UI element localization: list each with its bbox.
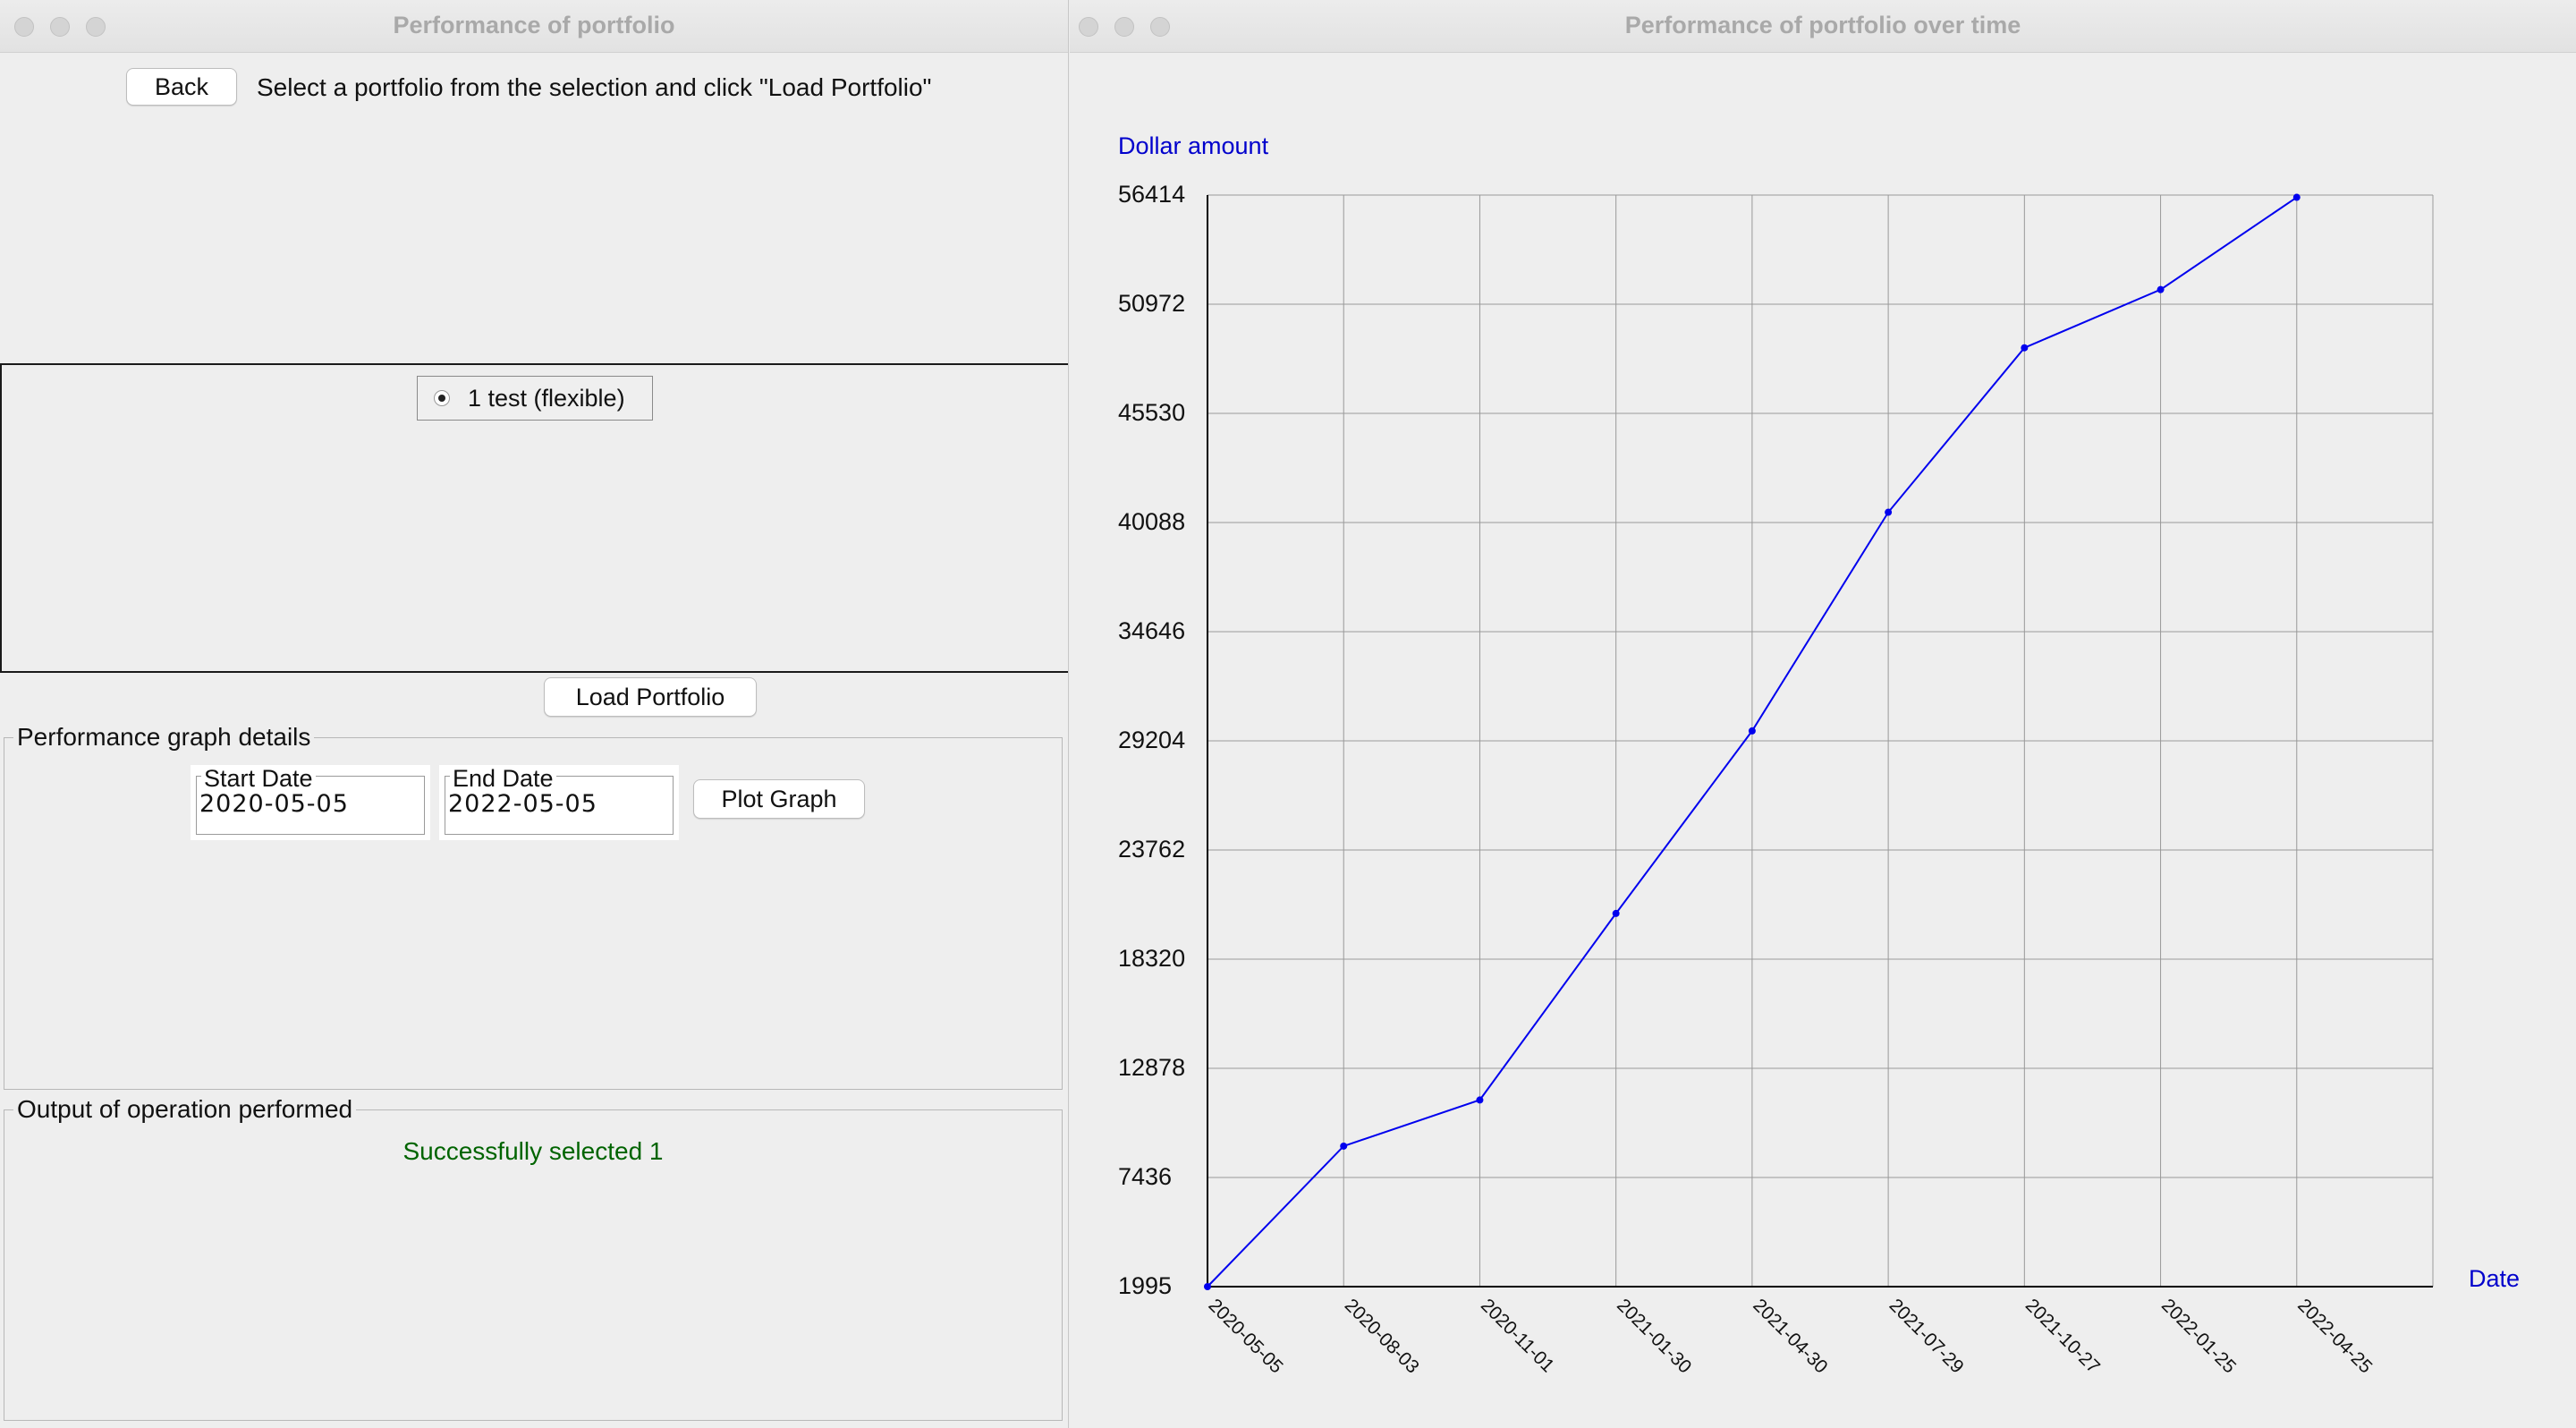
y-tick-label: 34646 [1118, 617, 1185, 644]
minimize-window-button[interactable] [50, 17, 70, 37]
y-tick-label: 7436 [1118, 1163, 1172, 1190]
end-date-input[interactable]: 2022-05-05 [448, 790, 597, 818]
x-tick-label: 2021-01-30 [1613, 1295, 1695, 1377]
x-tick-label: 2020-05-05 [1204, 1295, 1286, 1377]
y-tick-label: 29204 [1118, 727, 1185, 753]
y-tick-label: 50972 [1118, 290, 1185, 317]
instruction-text: Select a portfolio from the selection an… [257, 73, 932, 101]
data-point [2021, 344, 2029, 352]
data-point [1476, 1096, 1484, 1104]
data-point [1340, 1142, 1348, 1150]
load-portfolio-button[interactable]: Load Portfolio [544, 677, 757, 717]
y-axis-title: Dollar amount [1118, 132, 1269, 159]
performance-line-chart: Dollar amount Date 1995 7436 12878 18320 237… [1118, 132, 2520, 1377]
y-tick-label: 40088 [1118, 508, 1185, 535]
portfolio-radio-option[interactable]: 1 test (flexible) [417, 376, 653, 421]
output-legend: Output of operation performed [13, 1095, 357, 1124]
end-date-field[interactable]: End Date 2022-05-05 [439, 765, 679, 840]
x-tick-label: 2021-07-29 [1885, 1295, 1968, 1377]
data-point [1748, 727, 1756, 735]
start-date-field[interactable]: Start Date 2020-05-05 [191, 765, 430, 840]
zoom-window-button[interactable] [86, 17, 106, 37]
end-date-label: End Date [450, 765, 556, 792]
plot-graph-button[interactable]: Plot Graph [693, 779, 865, 819]
x-tick-label: 2021-04-30 [1749, 1295, 1831, 1377]
x-axis-title: Date [2469, 1265, 2520, 1292]
start-date-label: Start Date [201, 765, 316, 792]
output-group: Output of operation performed Successful… [4, 1095, 1063, 1421]
title-bar: Performance of portfolio [0, 0, 1068, 53]
zoom-window-button[interactable] [1150, 17, 1170, 37]
data-point [1204, 1283, 1211, 1290]
title-bar: Performance of portfolio over time [1070, 0, 2576, 53]
graph-details-group: Performance graph details Start Date 202… [4, 723, 1063, 1090]
data-point [1885, 508, 1893, 516]
x-tick-label: 2022-01-25 [2157, 1295, 2240, 1377]
data-point [2157, 285, 2165, 293]
window-title: Performance of portfolio [393, 12, 675, 38]
data-point [2292, 193, 2301, 201]
portfolio-selection-panel: 1 test (flexible) [0, 363, 1068, 673]
x-tick-label: 2022-04-25 [2293, 1295, 2376, 1377]
y-tick-label: 56414 [1118, 181, 1185, 208]
radio-selected-icon[interactable] [434, 390, 450, 406]
close-window-button[interactable] [14, 17, 34, 37]
back-button[interactable]: Back [126, 68, 237, 106]
data-point [1612, 909, 1620, 917]
close-window-button[interactable] [1079, 17, 1098, 37]
x-tick-label: 2020-08-03 [1341, 1295, 1423, 1377]
window-title: Performance of portfolio over time [1624, 12, 2021, 38]
portfolio-option-label: 1 test (flexible) [468, 384, 625, 412]
x-tick-label: 2021-10-27 [2021, 1295, 2104, 1377]
portfolio-window: Performance of portfolio Back Select a p… [0, 0, 1069, 1428]
chart-window: Performance of portfolio over time Dolla… [1070, 0, 2576, 1428]
y-tick-label: 18320 [1118, 945, 1185, 972]
y-tick-label: 23762 [1118, 836, 1185, 863]
output-message: Successfully selected 1 [402, 1137, 664, 1165]
x-tick-label: 2020-11-01 [1477, 1295, 1558, 1376]
y-tick-label: 1995 [1118, 1272, 1172, 1299]
y-tick-label: 12878 [1118, 1054, 1185, 1081]
graph-details-legend: Performance graph details [13, 723, 315, 752]
start-date-input[interactable]: 2020-05-05 [199, 790, 349, 818]
y-tick-label: 45530 [1118, 399, 1185, 426]
minimize-window-button[interactable] [1114, 17, 1134, 37]
